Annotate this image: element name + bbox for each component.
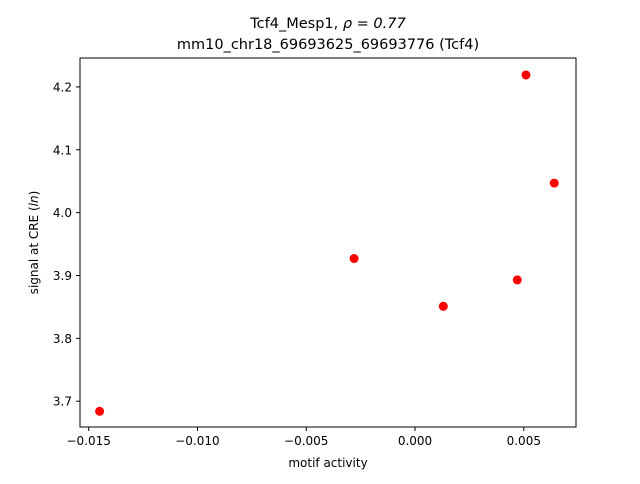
scatter-point [512, 275, 522, 285]
x-tick-label: 0.005 [507, 434, 541, 448]
y-axis-label-math: ln [27, 195, 41, 206]
y-tick-label: 4.1 [53, 143, 72, 157]
chart-title-line1: Tcf4_Mesp1, ρ = 0.77 [249, 16, 406, 32]
x-tick-label: −0.010 [175, 434, 219, 448]
scatter-point [549, 178, 559, 188]
y-axis-label: signal at CRE (ln) [27, 191, 41, 295]
x-axis-label: motif activity [288, 456, 367, 470]
y-tick-label: 3.9 [53, 269, 72, 283]
scatter-point [349, 254, 359, 264]
y-tick-label: 3.7 [53, 395, 72, 409]
chart-title-rho: ρ = 0.77 [343, 16, 407, 32]
scatter-point [521, 70, 531, 80]
scatter-point [95, 406, 105, 416]
x-tick-label: −0.015 [66, 434, 110, 448]
x-tick-label: −0.005 [284, 434, 328, 448]
y-axis-label-prefix: signal at CRE ( [27, 206, 41, 294]
x-axis-ticks: −0.015 −0.010 −0.005 0.000 0.005 [66, 427, 541, 448]
x-tick-label: 0.000 [398, 434, 432, 448]
chart-title-line2: mm10_chr18_69693625_69693776 (Tcf4) [177, 37, 479, 53]
chart-title-prefix: Tcf4_Mesp1, [249, 16, 343, 32]
y-axis-label-suffix: ) [27, 191, 41, 196]
y-axis-ticks: 3.7 3.8 3.9 4.0 4.1 4.2 [53, 80, 80, 409]
plot-area-frame [79, 57, 577, 428]
y-tick-label: 4.0 [53, 206, 72, 220]
data-points [95, 70, 559, 416]
y-tick-label: 3.8 [53, 332, 72, 346]
y-tick-label: 4.2 [53, 80, 72, 94]
scatter-point [438, 301, 448, 311]
